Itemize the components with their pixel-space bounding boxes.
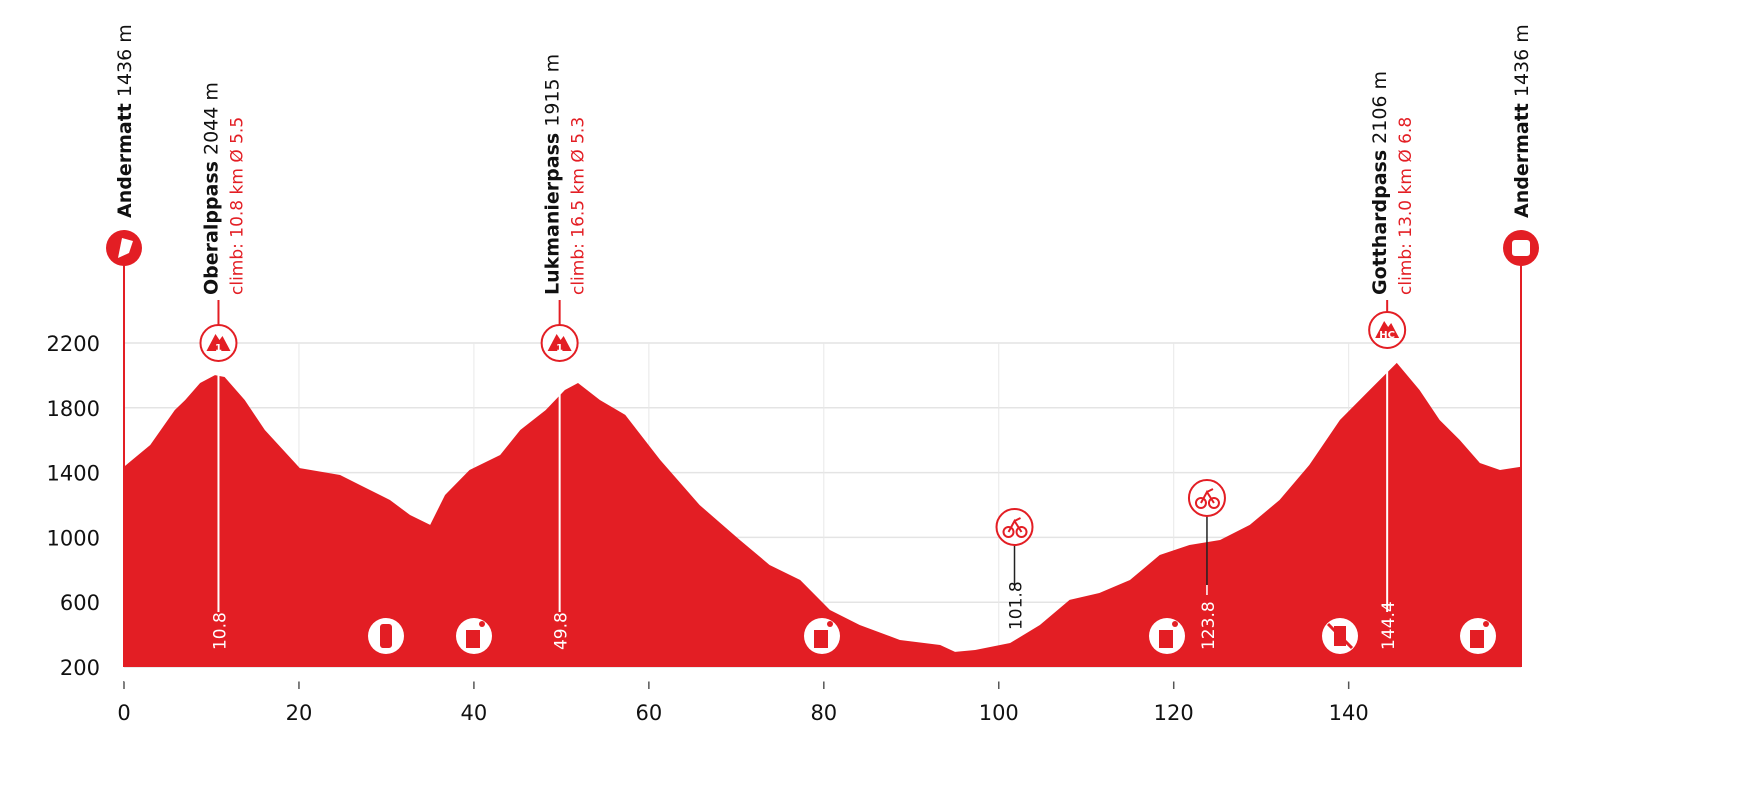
summit-km: 144.4: [1379, 601, 1399, 650]
summit-title: Gotthardpass: [1369, 150, 1391, 295]
y-tick-label: 1800: [47, 397, 100, 421]
summit-km: 10.8: [210, 612, 230, 650]
plot: [124, 362, 1521, 667]
x-tick-label: 0: [117, 701, 130, 725]
overlay: Andermatt 1436 m Andermatt 1436 m 1 Oberalppa…: [106, 24, 1539, 667]
place-name: Andermatt: [114, 103, 136, 218]
y-tick-label: 1000: [47, 526, 100, 550]
bike-wheel: [1207, 497, 1220, 509]
mountain-glyph: [206, 334, 231, 351]
climb-info: climb: 13.0 km Ø 6.8: [1396, 117, 1416, 295]
grid: 200 600 1000 1400 1800 2200 0 20 40 60 80 100 120 140: [47, 332, 1521, 725]
waste-icon: [804, 618, 840, 654]
climb-info: climb: 16.5 km Ø 5.3: [569, 117, 589, 295]
elevation-area: [124, 362, 1521, 667]
finish-glyph: [1512, 240, 1530, 256]
summit-name: Gotthardpass 2106 m: [1369, 71, 1391, 295]
finish-label: Andermatt 1436 m: [1511, 24, 1533, 218]
summit-climb: climb: 13.0 km Ø 6.8: [1396, 117, 1416, 295]
service-icons: [368, 618, 1496, 654]
x-tick-label: 60: [635, 701, 662, 725]
x-tick-label: 80: [810, 701, 837, 725]
summit-climb: climb: 10.8 km Ø 5.5: [227, 117, 247, 295]
feed-icon: [368, 618, 404, 654]
summit-category: 1: [556, 343, 563, 354]
bike-wheel: [1002, 526, 1015, 538]
summit-altitude: 2044 m: [200, 82, 222, 155]
sprint-icon: [995, 508, 1034, 546]
x-tick-label: 100: [979, 701, 1019, 725]
x-tick-label: 120: [1154, 701, 1194, 725]
bike-wheel: [1194, 497, 1207, 509]
sprint-km: 123.8: [1199, 601, 1219, 650]
flag-glyph: [118, 238, 133, 258]
mountain-glyph: [1375, 321, 1400, 338]
place-altitude: 1436 m: [114, 24, 136, 97]
summit-altitude: 1915 m: [542, 54, 564, 127]
place-altitude: 1436 m: [1511, 24, 1533, 97]
waste-icon: [1149, 618, 1185, 654]
place-name: Andermatt: [1511, 103, 1533, 218]
y-tick-label: 1400: [47, 462, 100, 486]
bike-frame: [1007, 517, 1023, 533]
summit-climb: climb: 16.5 km Ø 5.3: [569, 117, 589, 295]
waste-icon: [456, 618, 492, 654]
summit-title: Oberalppass: [200, 161, 222, 295]
waste-icon: [1460, 618, 1496, 654]
climb-info: climb: 10.8 km Ø 5.5: [227, 117, 247, 295]
bike-wheel: [1015, 526, 1028, 538]
start-label: Andermatt 1436 m: [114, 24, 136, 218]
sprint-icon: [1187, 479, 1226, 517]
x-tick-label: 140: [1329, 701, 1369, 725]
summit-title: Lukmanierpass: [542, 133, 564, 295]
sprint-km: 101.8: [1007, 581, 1027, 630]
mountain-glyph: [547, 334, 572, 351]
summit-category: HC: [1379, 330, 1395, 341]
no-waste-icon: [1322, 618, 1358, 654]
summit-name: Lukmanierpass 1915 m: [542, 54, 564, 295]
x-tick-label: 20: [286, 701, 313, 725]
y-tick-label: 2200: [47, 332, 100, 356]
y-tick-label: 600: [60, 591, 100, 615]
summit-altitude: 2106 m: [1369, 71, 1391, 144]
summit-km: 49.8: [552, 612, 572, 650]
x-tick-label: 40: [461, 701, 488, 725]
y-tick-label: 200: [60, 656, 100, 680]
bike-frame: [1200, 488, 1215, 504]
summit-name: Oberalppass 2044 m: [200, 82, 222, 295]
summit-category: 1: [215, 343, 222, 354]
